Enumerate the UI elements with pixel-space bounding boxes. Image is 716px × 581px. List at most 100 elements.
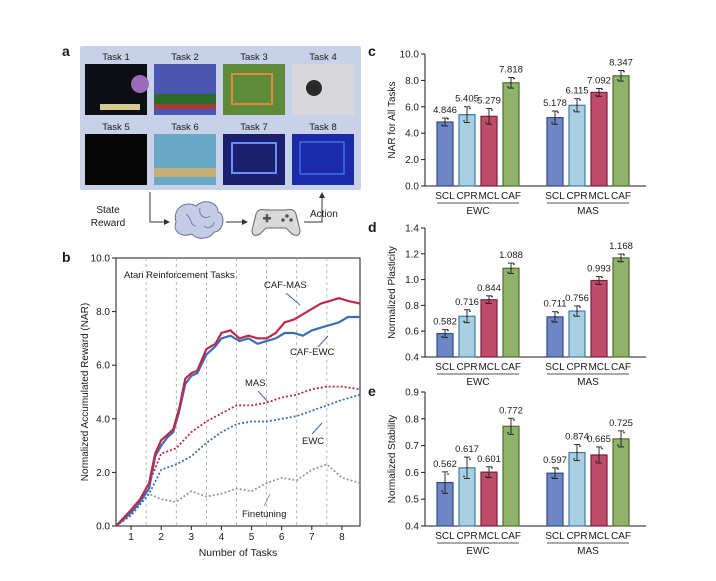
- data-dot: [447, 473, 449, 475]
- data-dot: [617, 260, 619, 262]
- category-label: SCL: [435, 191, 455, 202]
- data-dot: [576, 310, 578, 312]
- data-dot: [595, 282, 597, 285]
- category-label: CAF: [501, 362, 521, 373]
- y-tick-label: 10.0: [91, 254, 111, 265]
- category-label: CAF: [501, 531, 521, 542]
- data-dot: [444, 121, 446, 123]
- data-dot: [573, 314, 575, 317]
- task-label: Task 6: [171, 122, 198, 133]
- flow-arrow-in: [164, 219, 170, 225]
- x-tick-label: 7: [309, 532, 315, 543]
- y-tick-label: 2.0: [405, 155, 419, 166]
- data-dot: [441, 335, 443, 338]
- data-dot: [579, 99, 581, 101]
- value-label: 7.092: [587, 75, 611, 86]
- y-axis-label: Normalized Stability: [387, 415, 398, 503]
- bar-mcl: [480, 299, 498, 358]
- task-frame: [80, 46, 361, 190]
- task-label: Task 3: [240, 52, 267, 63]
- panel-letter-b: b: [62, 249, 71, 265]
- plot-frame-b: [115, 257, 361, 527]
- bar-caf: [502, 267, 520, 358]
- data-dot: [551, 122, 553, 124]
- value-label: 0.617: [455, 444, 479, 455]
- reward-label: Reward: [91, 218, 125, 229]
- category-label: CPR: [456, 191, 477, 202]
- data-dot: [485, 475, 487, 478]
- data-dot: [469, 310, 471, 312]
- bar-mcl: [480, 115, 498, 187]
- data-dot: [507, 86, 509, 88]
- y-tick-label: 0.0: [96, 522, 110, 533]
- y-tick-label: 0.0: [405, 182, 419, 193]
- value-label: 0.716: [455, 297, 479, 308]
- data-dot: [513, 77, 515, 80]
- category-label: CPR: [566, 191, 587, 202]
- category-label: CAF: [611, 362, 631, 373]
- axis-ticks-b: 1 2 3 4 5 6 7 8 0.0 2.0 4.0 6.0 8.0 10.0: [91, 254, 346, 544]
- data-dot: [601, 276, 603, 279]
- data-dot: [463, 320, 465, 323]
- value-label: 0.756: [565, 293, 589, 304]
- game-detail: [100, 104, 140, 110]
- data-dot: [557, 468, 559, 470]
- bar-cpr: [568, 451, 586, 527]
- y-axis-label: NAR for All Tasks: [387, 81, 398, 158]
- value-label: 8.347: [609, 58, 633, 69]
- task-thumbnail: [223, 64, 285, 115]
- data-dot: [554, 315, 556, 318]
- bar-mcl: [480, 471, 498, 527]
- data-dot: [488, 115, 490, 118]
- data-dot: [551, 476, 553, 479]
- data-dot: [617, 444, 619, 447]
- flow-line-out: [304, 198, 323, 223]
- bar-caf: [612, 257, 630, 358]
- task-boundary-grid: [145, 258, 328, 526]
- data-dot: [466, 113, 468, 116]
- panel-e: 0.4 0.5 0.6 0.7 0.8 0.9 Normalized Stability 0.…: [387, 388, 646, 557]
- data-dot: [617, 79, 619, 81]
- label-finetuning: Finetuning: [242, 509, 286, 520]
- x-tick-label: 5: [249, 532, 255, 543]
- data-dot: [579, 306, 581, 308]
- y-tick-label: 6.0: [96, 361, 110, 372]
- y-tick-label: 0.7: [405, 441, 419, 452]
- data-dot: [441, 490, 443, 493]
- bar-scl: [436, 121, 454, 187]
- panel-letter-d: d: [368, 219, 377, 235]
- panel-letter-e: e: [368, 383, 376, 399]
- y-tick-label: 8.0: [96, 307, 110, 318]
- data-dot: [554, 116, 556, 119]
- data-dot: [447, 329, 449, 332]
- x-tick-label: 4: [219, 532, 225, 543]
- y-tick-label: 4.0: [96, 414, 110, 425]
- category-label: CPR: [456, 531, 477, 542]
- category-label: CPR: [566, 531, 587, 542]
- data-dot: [573, 109, 575, 112]
- label-caf-mas: CAF-MAS: [264, 280, 307, 291]
- value-label: 0.597: [543, 455, 567, 466]
- data-dot: [551, 320, 553, 322]
- bar-caf: [612, 75, 630, 187]
- task-label: Task 1: [102, 52, 129, 63]
- bar-caf: [612, 438, 630, 527]
- category-label: CAF: [611, 531, 631, 542]
- data-dot: [557, 311, 559, 314]
- series-line-ewc: [115, 393, 361, 527]
- data-dot: [601, 447, 603, 450]
- value-label: 0.874: [565, 432, 589, 443]
- y-tick-label: 10.0: [400, 50, 420, 61]
- y-tick-label: 1.4: [405, 224, 419, 235]
- data-dot: [513, 263, 515, 266]
- value-label: 0.711: [543, 299, 566, 310]
- data-dot: [507, 271, 509, 274]
- bar-mcl: [590, 454, 608, 527]
- y-tick-label: 1.0: [405, 275, 419, 286]
- series-line-caf-ewc: [115, 315, 360, 527]
- group-label: MAS: [577, 206, 599, 217]
- panel-letter-a: a: [62, 43, 70, 59]
- flow-arrow-mid: [242, 219, 248, 225]
- category-label: MCL: [588, 362, 610, 373]
- chart-b-ylabel: Normalized Accumulated Reward (NAR): [80, 303, 91, 481]
